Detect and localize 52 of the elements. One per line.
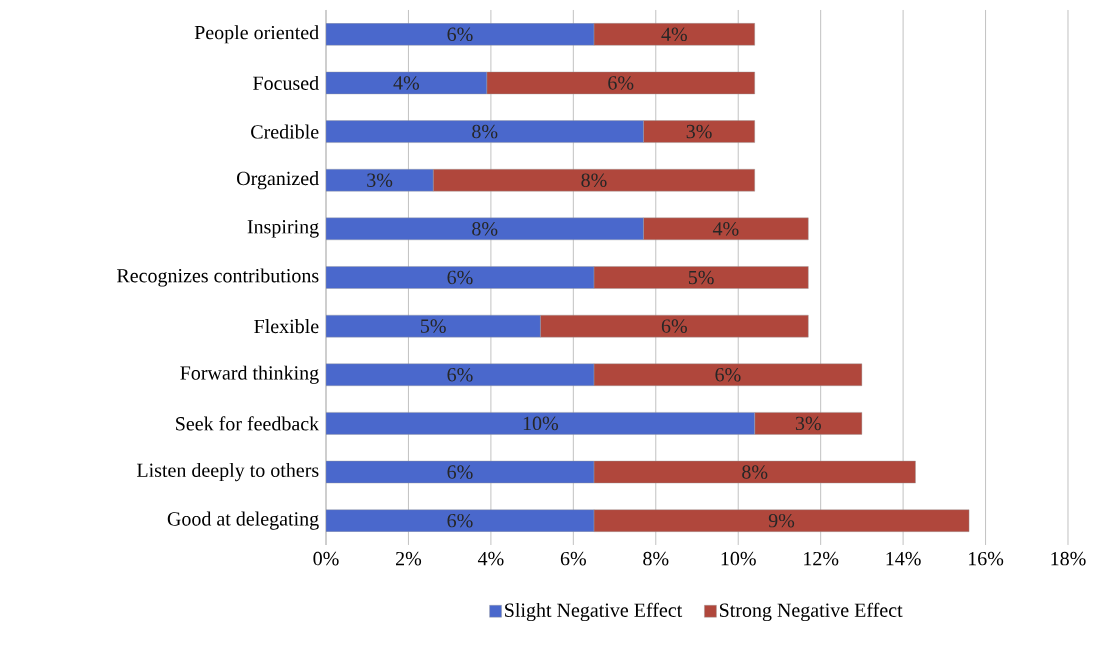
y-tick-label: Good at delegating	[167, 511, 319, 530]
y-tick-label: Focused	[253, 75, 319, 90]
data-label: 8%	[472, 222, 498, 236]
data-label: 3%	[795, 416, 821, 431]
bar	[326, 120, 644, 143]
data-label: 6%	[661, 319, 687, 333]
data-label: 4%	[661, 27, 687, 42]
x-tick-label: 14%	[886, 551, 921, 566]
bar	[326, 169, 434, 192]
x-tick-label: 4%	[477, 551, 504, 566]
bar	[326, 412, 755, 435]
x-tick-label: 10%	[721, 551, 756, 566]
y-tick-label: Organized	[237, 171, 319, 190]
x-tick-label: 2%	[396, 551, 422, 566]
data-label: 6%	[715, 367, 741, 382]
data-label: 9%	[768, 513, 795, 528]
data-label: 6%	[608, 76, 634, 90]
y-tick-label: Listen deeply to others	[136, 462, 319, 482]
data-label: 10%	[523, 416, 559, 431]
x-tick-label: 18%	[1051, 551, 1086, 566]
x-tick-label: 6%	[560, 551, 586, 566]
data-label: 3%	[367, 173, 393, 187]
bar	[326, 266, 595, 289]
y-tick-label: People oriented	[194, 25, 319, 44]
data-label: 8%	[581, 173, 607, 187]
data-label: 6%	[447, 513, 473, 528]
data-label: 5%	[688, 270, 714, 285]
data-label: 5%	[421, 319, 446, 333]
data-label: 6%	[447, 465, 473, 479]
y-tick-label: Seek for feedback	[176, 416, 320, 431]
data-label: 6%	[447, 367, 473, 382]
y-tick-label: Inspiring	[247, 220, 319, 238]
data-label: 8%	[742, 465, 768, 479]
y-tick-label: Recognizes contributions	[116, 268, 319, 287]
bar	[326, 23, 595, 46]
x-tick-label: 8%	[643, 551, 669, 566]
bar	[326, 509, 595, 532]
x-tick-label: 12%	[804, 551, 839, 566]
y-tick-label: Credible	[251, 124, 319, 139]
x-tick-label: 16%	[968, 551, 1004, 566]
x-tick-label: 0%	[313, 551, 339, 566]
data-label: 3%	[686, 124, 712, 139]
data-label: 4%	[712, 222, 739, 236]
data-label: 8%	[472, 124, 498, 139]
legend-label: Slight Negative Effect	[505, 602, 683, 622]
data-label: 6%	[447, 27, 473, 42]
y-tick-label: Forward thinking	[180, 365, 319, 384]
bar	[326, 363, 595, 386]
data-label: 4%	[393, 76, 420, 90]
legend-label: Strong Negative Effect	[719, 602, 903, 622]
data-label: 6%	[447, 270, 473, 285]
y-tick-label: Flexible	[254, 319, 319, 334]
